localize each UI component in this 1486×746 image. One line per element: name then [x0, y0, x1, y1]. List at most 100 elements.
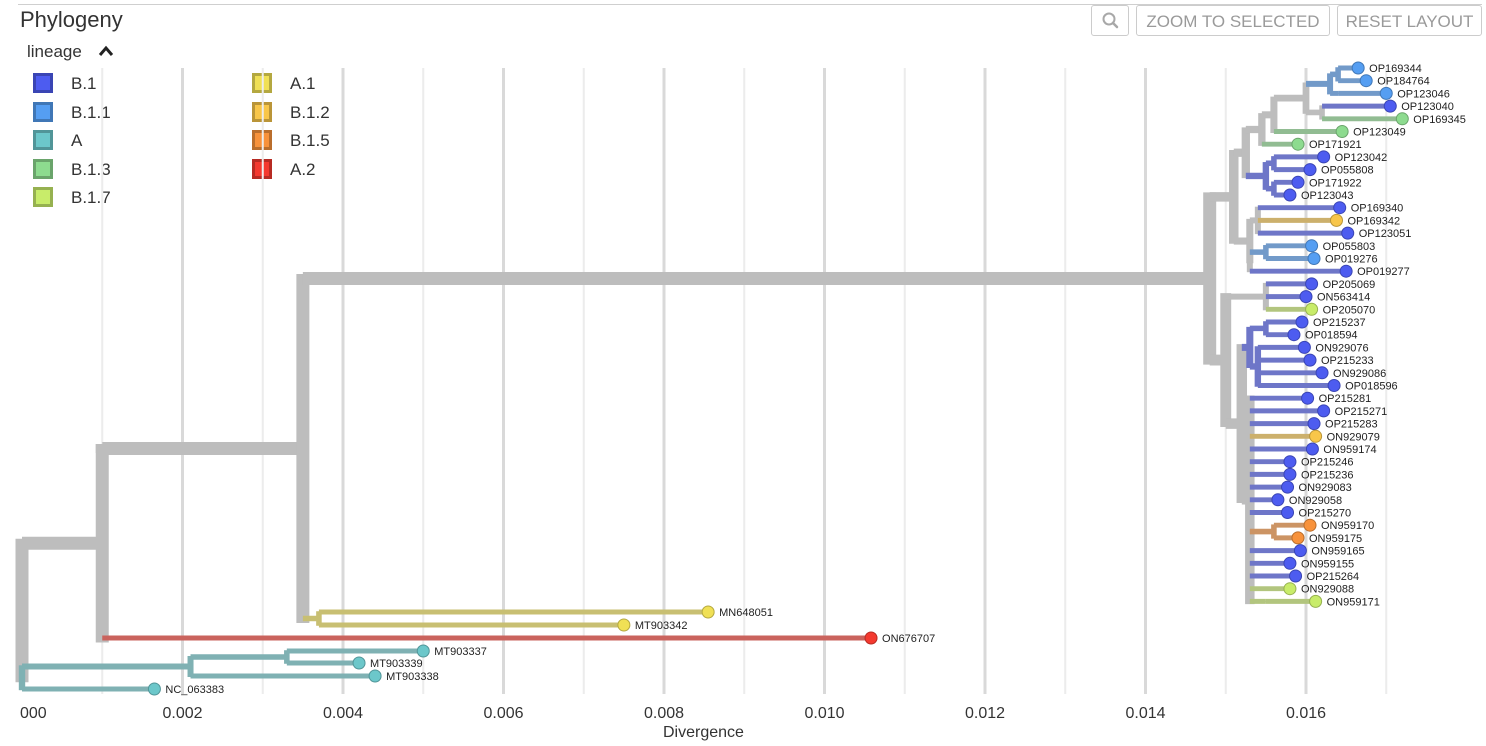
tip-label: OP184764 — [1377, 76, 1430, 88]
reset-layout-button[interactable]: RESET LAYOUT — [1337, 5, 1482, 36]
tip-node[interactable] — [1335, 125, 1349, 138]
tip-node[interactable] — [1305, 442, 1319, 456]
tip-node[interactable] — [1307, 417, 1321, 431]
tip-node[interactable] — [368, 669, 382, 683]
tip-node[interactable] — [1303, 163, 1317, 177]
tip-node[interactable] — [1305, 239, 1319, 253]
tip-node[interactable] — [1289, 569, 1303, 583]
tip-node[interactable] — [1283, 582, 1297, 596]
tip-label: OP169342 — [1347, 215, 1400, 227]
legend-label: B.1.3 — [71, 159, 111, 179]
legend-title: lineage — [27, 42, 82, 61]
tip-label: OP169340 — [1351, 203, 1404, 215]
tip-node[interactable] — [1309, 429, 1323, 443]
tip-label: OP123040 — [1401, 101, 1454, 113]
tip-label: ON929079 — [1327, 431, 1380, 443]
tip-node[interactable] — [1301, 391, 1315, 405]
tip-node[interactable] — [1283, 556, 1297, 570]
tip-node[interactable] — [1297, 340, 1311, 354]
tip-node[interactable] — [1293, 544, 1307, 558]
tip-node[interactable] — [617, 618, 631, 632]
tip-node[interactable] — [1281, 506, 1295, 519]
tip-node[interactable] — [1327, 379, 1341, 392]
tip-label: ON959175 — [1309, 533, 1362, 545]
tip-node[interactable] — [1283, 188, 1297, 202]
tip-label: OP055808 — [1321, 165, 1374, 177]
tip-node[interactable] — [1271, 493, 1285, 507]
legend-label: B.1.5 — [290, 131, 330, 150]
tip-node[interactable] — [1287, 328, 1301, 342]
tip-label: OP215246 — [1301, 457, 1354, 469]
tip-label: OP123046 — [1397, 88, 1450, 100]
tip-node[interactable] — [1305, 277, 1319, 291]
header-divider — [18, 4, 1482, 5]
tip-label: OP215233 — [1321, 355, 1374, 367]
tip-label: OP169344 — [1369, 63, 1422, 75]
tip-label: MT903338 — [386, 671, 439, 683]
tip-node[interactable] — [1383, 99, 1397, 113]
tip-node[interactable] — [701, 605, 715, 619]
zoom-to-selected-button[interactable]: ZOOM TO SELECTED — [1136, 5, 1330, 36]
tip-node[interactable] — [1333, 201, 1347, 215]
tip-label: ON959155 — [1301, 558, 1354, 570]
tip-label: NC_063383 — [165, 684, 224, 696]
axis-tick-label: 0.004 — [323, 705, 363, 722]
tip-label: OP215264 — [1307, 571, 1360, 583]
tip-node[interactable] — [1281, 480, 1295, 494]
tip-node[interactable] — [416, 644, 430, 658]
tip-label: OP123042 — [1335, 152, 1388, 164]
tip-node[interactable] — [1307, 252, 1321, 265]
tip-label: ON929076 — [1315, 342, 1368, 354]
tip-node[interactable] — [352, 656, 366, 670]
tip-label: OP215283 — [1325, 419, 1378, 431]
tip-node[interactable] — [1351, 61, 1365, 75]
tip-node[interactable] — [147, 682, 161, 696]
legend-swatch — [33, 158, 53, 179]
tip-node[interactable] — [1317, 404, 1331, 418]
axis-tick-label: 0.016 — [1286, 705, 1326, 722]
axis-tick-label: 0.014 — [1125, 705, 1165, 722]
tip-node[interactable] — [1295, 315, 1309, 329]
tip-node[interactable] — [1379, 86, 1393, 100]
tip-node[interactable] — [1341, 226, 1355, 240]
axis-tick-label: 0.010 — [804, 705, 844, 722]
caret-up-icon[interactable] — [97, 44, 115, 58]
tip-label: OP019276 — [1325, 254, 1378, 266]
axis-tick-label: 0.008 — [644, 705, 684, 722]
tip-label: MT903342 — [635, 620, 688, 632]
tip-node[interactable] — [1291, 137, 1305, 151]
tip-label: OP018594 — [1305, 330, 1358, 342]
magnifier-icon — [1102, 12, 1119, 29]
tip-label: MN648051 — [719, 607, 773, 619]
legend-label: A — [71, 131, 83, 150]
legend-label: A.1 — [290, 74, 316, 93]
tip-label: OP169345 — [1413, 114, 1466, 126]
tip-node[interactable] — [1283, 455, 1297, 469]
tip-node[interactable] — [1339, 264, 1353, 278]
tip-label: ON929083 — [1299, 482, 1352, 494]
tip-label: OP215236 — [1301, 469, 1354, 481]
tip-label: OP205070 — [1323, 304, 1376, 316]
tip-node[interactable] — [1283, 467, 1297, 481]
tip-node[interactable] — [1305, 302, 1319, 316]
tip-node[interactable] — [1359, 74, 1373, 88]
tip-label: OP215281 — [1319, 393, 1372, 405]
tip-node[interactable] — [864, 631, 878, 645]
tip-node[interactable] — [1395, 112, 1409, 126]
tip-node[interactable] — [1299, 290, 1313, 304]
tip-label: ON959165 — [1311, 546, 1364, 558]
tip-label: ON959170 — [1321, 520, 1374, 532]
tip-label: OP019277 — [1357, 266, 1410, 278]
tip-node[interactable] — [1291, 175, 1305, 189]
tip-node[interactable] — [1303, 353, 1317, 367]
tip-node[interactable] — [1315, 366, 1329, 380]
legend-swatch — [33, 73, 53, 93]
legend-label: B.1.1 — [71, 102, 111, 122]
tip-node[interactable] — [1329, 213, 1343, 227]
zoom-icon-button[interactable] — [1091, 5, 1129, 36]
tip-node[interactable] — [1291, 531, 1305, 545]
tip-node[interactable] — [1309, 594, 1323, 608]
tip-node[interactable] — [1303, 518, 1317, 532]
tip-node[interactable] — [1317, 150, 1331, 164]
